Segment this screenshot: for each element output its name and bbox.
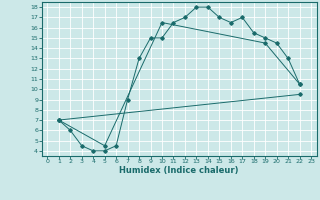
X-axis label: Humidex (Indice chaleur): Humidex (Indice chaleur) <box>119 166 239 175</box>
